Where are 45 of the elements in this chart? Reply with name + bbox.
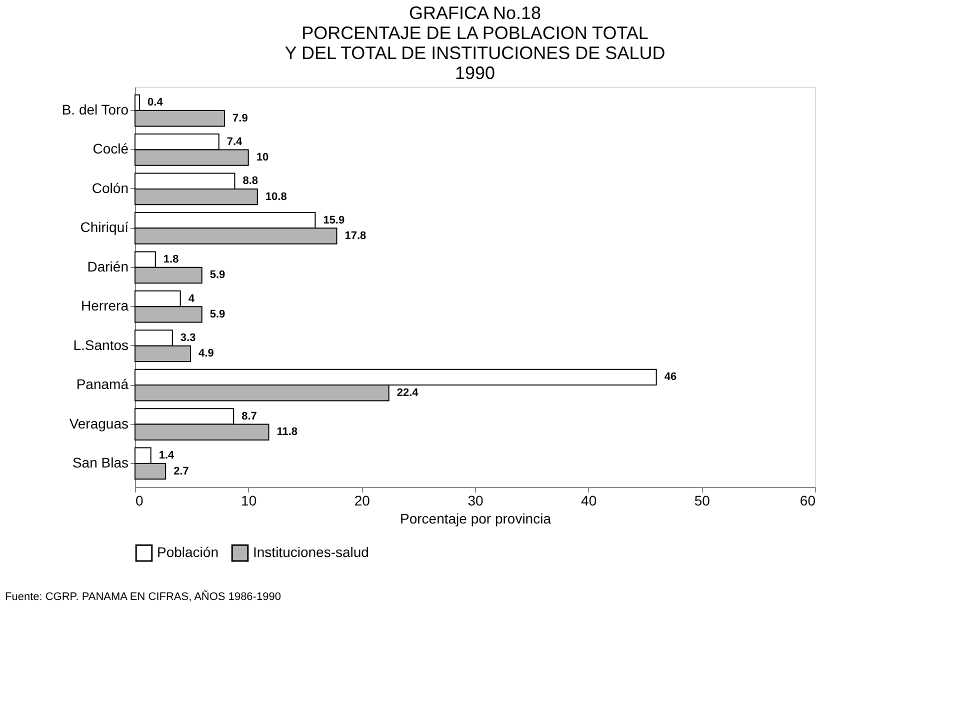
data-label: 2.7 — [174, 465, 189, 478]
y-tick-label: San Blas — [72, 454, 128, 470]
y-tick-label: Darién — [87, 258, 128, 274]
y-tick-label: B. del Toro — [62, 102, 129, 118]
x-tick-label: 60 — [800, 492, 816, 508]
data-label: 1.4 — [158, 450, 176, 462]
y-tick-label: Coclé — [92, 140, 129, 157]
y-tick-label: Colón — [92, 180, 128, 196]
data-label: 17.8 — [344, 230, 366, 242]
y-tick-label: Panamá — [76, 376, 129, 392]
x-tick-label: 20 — [354, 492, 370, 508]
data-label: 11.8 — [276, 426, 298, 438]
data-label: 5.9 — [210, 308, 226, 320]
y-tick-label: Herrera — [81, 298, 129, 314]
data-label: 5.9 — [210, 269, 226, 282]
data-label: 7.9 — [232, 112, 248, 124]
data-label: 46 — [664, 371, 677, 384]
data-label: 0.4 — [148, 96, 164, 109]
text: GRAFICA No.18 — [408, 3, 542, 23]
y-tick-label: L.Santos — [73, 336, 128, 353]
x-axis-title: Porcentaje por provincia — [400, 510, 552, 526]
text: 1990 — [454, 63, 496, 83]
data-label: 1.8 — [163, 254, 179, 266]
data-label: 10.8 — [265, 190, 287, 203]
data-label: 15.9 — [323, 214, 345, 226]
x-tick-label: 0 — [136, 492, 144, 508]
x-tick-label: 30 — [468, 492, 484, 508]
legend-label: Población — [157, 544, 218, 560]
data-label: 8.7 — [242, 410, 257, 422]
source-note: Fuente: CGRP. PANAMA EN CIFRAS, AÑOS 1986-1990 — [5, 590, 281, 603]
x-tick-label: 40 — [581, 492, 597, 508]
data-label: 22.4 — [396, 386, 420, 399]
y-tick-label: Veraguas — [69, 415, 128, 432]
data-label: 10 — [256, 152, 269, 164]
text: PORCENTAJE DE LA POBLACION TOTAL — [302, 23, 648, 43]
legend-label: Instituciones-salud — [253, 544, 369, 560]
x-tick-label: 10 — [241, 492, 257, 508]
data-label: 4 — [188, 292, 196, 305]
data-label: 3.3 — [180, 332, 196, 344]
text: Y DEL TOTAL DE INSTITUCIONES DE SALUD — [284, 43, 666, 63]
data-label: 7.4 — [226, 136, 244, 148]
data-label: 4.9 — [198, 348, 214, 360]
data-label: 8.8 — [242, 175, 258, 188]
x-tick-label: 50 — [694, 492, 710, 508]
y-tick-label: Chiriquí — [80, 219, 129, 236]
